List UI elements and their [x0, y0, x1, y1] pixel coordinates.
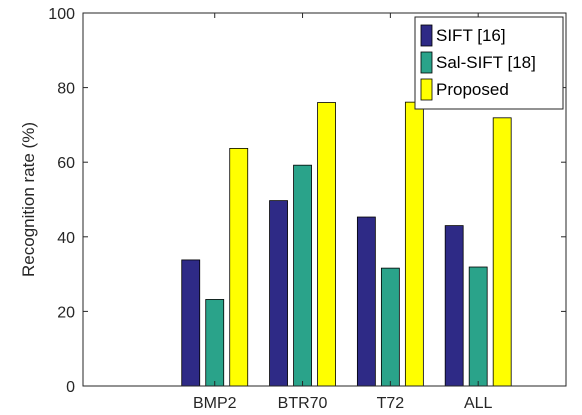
bar-bmp2-series-3 [229, 147, 249, 387]
x-tick-label: BMP2 [193, 395, 237, 412]
y-tick-label: 100 [48, 6, 75, 23]
y-tick-label: 40 [57, 230, 75, 247]
legend-label: Proposed [436, 80, 509, 99]
legend-swatch [420, 78, 433, 101]
legend: SIFT [16] Sal-SIFT [18] Proposed [414, 16, 564, 110]
y-tick-label: 20 [57, 304, 75, 321]
bar-t72-series-2 [380, 267, 400, 387]
axes-group: 0 20 40 60 80 100 BMP2 BTR70 T72 ALL [48, 6, 567, 412]
bar-all-series-3 [492, 117, 512, 387]
axes-frame [82, 12, 567, 387]
x-tick-label: BTR70 [278, 395, 328, 412]
legend-label: Sal-SIFT [18] [436, 53, 536, 72]
bar-all-series-2 [468, 266, 488, 387]
y-axis-label: Recognition rate (%) [19, 122, 38, 277]
legend-box [414, 16, 564, 110]
x-tick-label: ALL [464, 395, 493, 412]
bar-bmp2-series-1 [181, 259, 201, 387]
x-tick-label: T72 [377, 395, 405, 412]
bars-group [181, 101, 512, 387]
bar-btr70-series-1 [269, 200, 288, 387]
y-tick-label: 60 [57, 155, 75, 172]
legend-swatch [420, 51, 433, 74]
bar-btr70-series-2 [293, 164, 312, 387]
bar-t72-series-1 [356, 216, 376, 387]
y-tick-label: 80 [57, 81, 75, 98]
y-tick-label: 0 [66, 379, 75, 396]
bar-t72-series-3 [404, 101, 424, 387]
legend-label: SIFT [16] [436, 26, 506, 45]
bar-btr70-series-3 [317, 102, 336, 387]
bar-bmp2-series-2 [205, 299, 225, 387]
bar-all-series-1 [444, 225, 464, 387]
legend-swatch [420, 24, 433, 47]
